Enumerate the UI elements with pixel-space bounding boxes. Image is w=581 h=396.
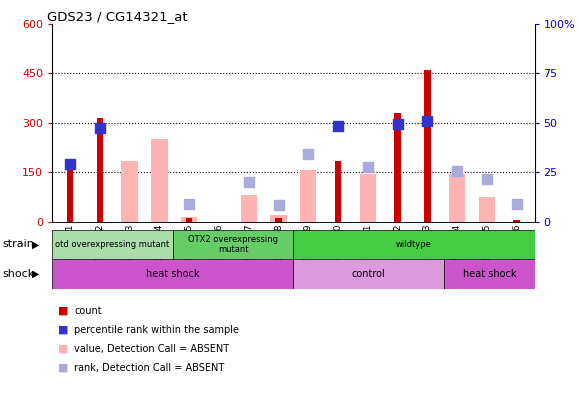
Point — [453, 168, 462, 174]
Point — [393, 121, 402, 128]
Text: ■: ■ — [58, 325, 69, 335]
Bar — [293, 230, 535, 259]
Bar — [241, 195, 257, 222]
Bar — [52, 230, 173, 259]
Point — [363, 164, 372, 170]
Bar — [173, 230, 293, 259]
Bar — [67, 169, 73, 222]
Point — [95, 124, 105, 131]
Text: ▶: ▶ — [32, 239, 40, 249]
Text: GDS23 / CG14321_at: GDS23 / CG14321_at — [48, 10, 188, 23]
Text: rank, Detection Call = ABSENT: rank, Detection Call = ABSENT — [74, 363, 225, 373]
Bar — [275, 219, 282, 222]
Point — [274, 202, 283, 208]
Bar — [394, 113, 401, 222]
Bar — [52, 259, 293, 289]
Text: heat shock: heat shock — [146, 269, 200, 279]
Point — [333, 123, 343, 129]
Bar — [479, 197, 495, 222]
Bar — [360, 174, 376, 222]
Text: ■: ■ — [58, 306, 69, 316]
Text: strain: strain — [3, 239, 35, 249]
Point — [512, 200, 521, 207]
Bar — [270, 215, 286, 222]
Text: percentile rank within the sample: percentile rank within the sample — [74, 325, 239, 335]
Text: ■: ■ — [58, 363, 69, 373]
Bar — [293, 259, 444, 289]
Point — [304, 151, 313, 157]
Text: value, Detection Call = ABSENT: value, Detection Call = ABSENT — [74, 344, 229, 354]
Bar — [186, 219, 192, 222]
Bar — [449, 174, 465, 222]
Text: wildtype: wildtype — [396, 240, 432, 249]
Bar — [335, 161, 341, 222]
Bar — [424, 70, 431, 222]
Bar — [96, 118, 103, 222]
Bar — [444, 259, 535, 289]
Bar — [181, 217, 198, 222]
Text: count: count — [74, 306, 102, 316]
Text: ▶: ▶ — [32, 269, 40, 279]
Text: otd overexpressing mutant: otd overexpressing mutant — [55, 240, 170, 249]
Point — [185, 200, 194, 207]
Point — [66, 161, 75, 167]
Text: shock: shock — [3, 269, 35, 279]
Text: heat shock: heat shock — [462, 269, 516, 279]
Text: OTX2 overexpressing
mutant: OTX2 overexpressing mutant — [188, 235, 278, 254]
Point — [244, 179, 253, 185]
Bar — [121, 161, 138, 222]
Point — [482, 176, 492, 182]
Bar — [300, 169, 317, 222]
Text: control: control — [352, 269, 386, 279]
Point — [423, 118, 432, 124]
Text: ■: ■ — [58, 344, 69, 354]
Bar — [151, 139, 168, 222]
Bar — [514, 220, 520, 222]
